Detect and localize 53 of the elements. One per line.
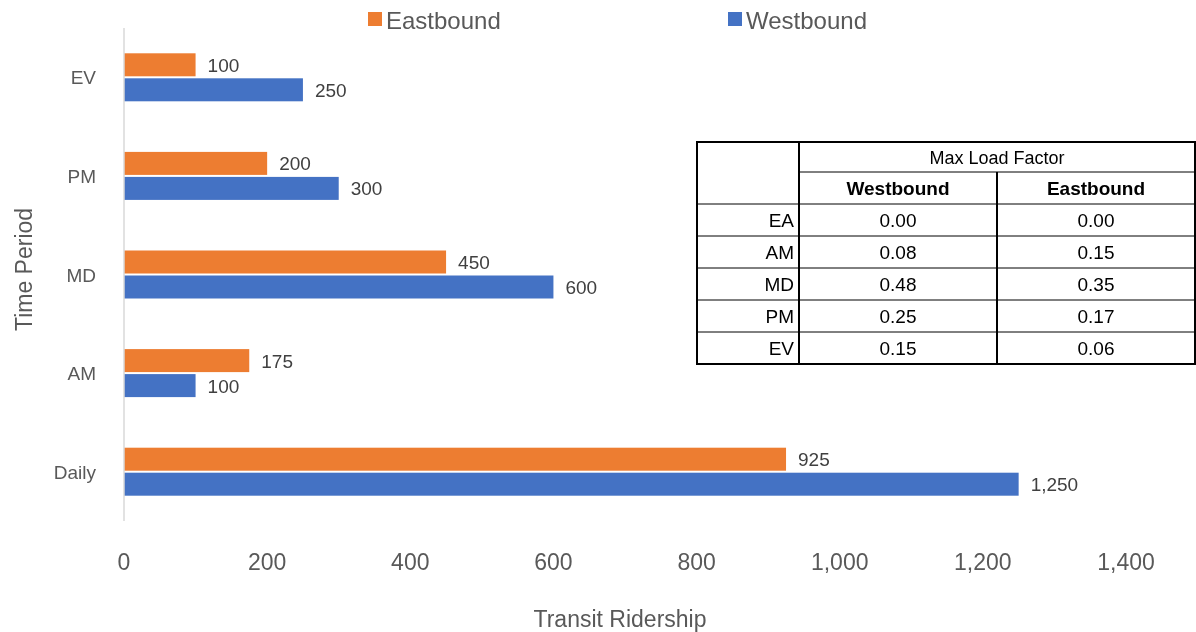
data-label: 0.08	[879, 242, 917, 263]
y-tick-label: AM	[67, 363, 96, 385]
y-tick-label: AM	[765, 242, 794, 263]
y-axis-title: Time Period	[11, 207, 37, 332]
data-label: 0.25	[879, 306, 917, 327]
bar	[124, 447, 787, 471]
y-tick-label: EV	[768, 338, 795, 359]
legend-label: Eastbound	[386, 7, 501, 34]
data-label: 0.17	[1077, 306, 1115, 327]
data-label: 0.15	[879, 338, 917, 359]
x-axis-title: Transit Ridership	[533, 606, 707, 632]
data-label: 100	[207, 375, 240, 397]
x-tick-label: 1,200	[954, 549, 1012, 575]
y-tick-label: EV	[70, 67, 97, 89]
bar	[124, 176, 339, 200]
data-label: 0.06	[1077, 338, 1115, 359]
y-tick-label: Daily	[53, 461, 97, 483]
data-label: 925	[798, 449, 830, 471]
x-tick-label: 1,400	[1097, 549, 1155, 575]
bar	[124, 250, 447, 274]
data-label: 0.15	[1077, 242, 1115, 263]
bar	[124, 151, 268, 175]
x-tick-label: 600	[534, 549, 573, 575]
bar	[124, 472, 1019, 496]
y-tick-label: MD	[764, 274, 794, 295]
data-label: 0.00	[879, 210, 917, 231]
bar	[124, 374, 196, 398]
x-tick-label: 400	[391, 549, 430, 575]
x-tick-label: 1,000	[810, 549, 869, 575]
legend-label: Westbound	[746, 7, 867, 34]
y-tick-label: PM	[765, 306, 794, 327]
data-label: 600	[565, 277, 598, 298]
data-label: 250	[314, 79, 347, 101]
y-tick-label: PM	[67, 165, 96, 187]
data-label: 0.00	[1077, 210, 1115, 231]
data-label: 0.35	[1077, 274, 1115, 295]
data-label: 200	[279, 153, 311, 175]
bar	[124, 78, 303, 102]
data-label: 0.48	[879, 274, 917, 295]
data-label: 100	[207, 54, 240, 76]
x-tick-label: 0	[117, 549, 131, 575]
y-tick-label: MD	[66, 264, 96, 286]
y-tick-label: EA	[768, 210, 795, 231]
chart-title: Max Load Factor	[929, 148, 1065, 168]
x-tick-label: 200	[247, 549, 287, 575]
data-label: 450	[458, 252, 490, 273]
data-label: 1,250	[1030, 474, 1079, 496]
data-label: 175	[261, 350, 293, 372]
bar	[124, 53, 196, 77]
bar	[124, 349, 250, 373]
x-tick-label: 800	[677, 549, 716, 575]
data-label: 300	[350, 178, 383, 200]
bar	[124, 275, 554, 299]
